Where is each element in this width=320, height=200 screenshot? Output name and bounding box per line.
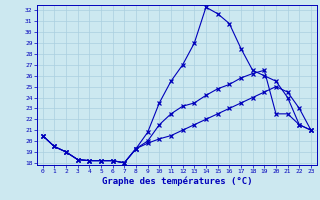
X-axis label: Graphe des températures (°C): Graphe des températures (°C) xyxy=(101,177,252,186)
